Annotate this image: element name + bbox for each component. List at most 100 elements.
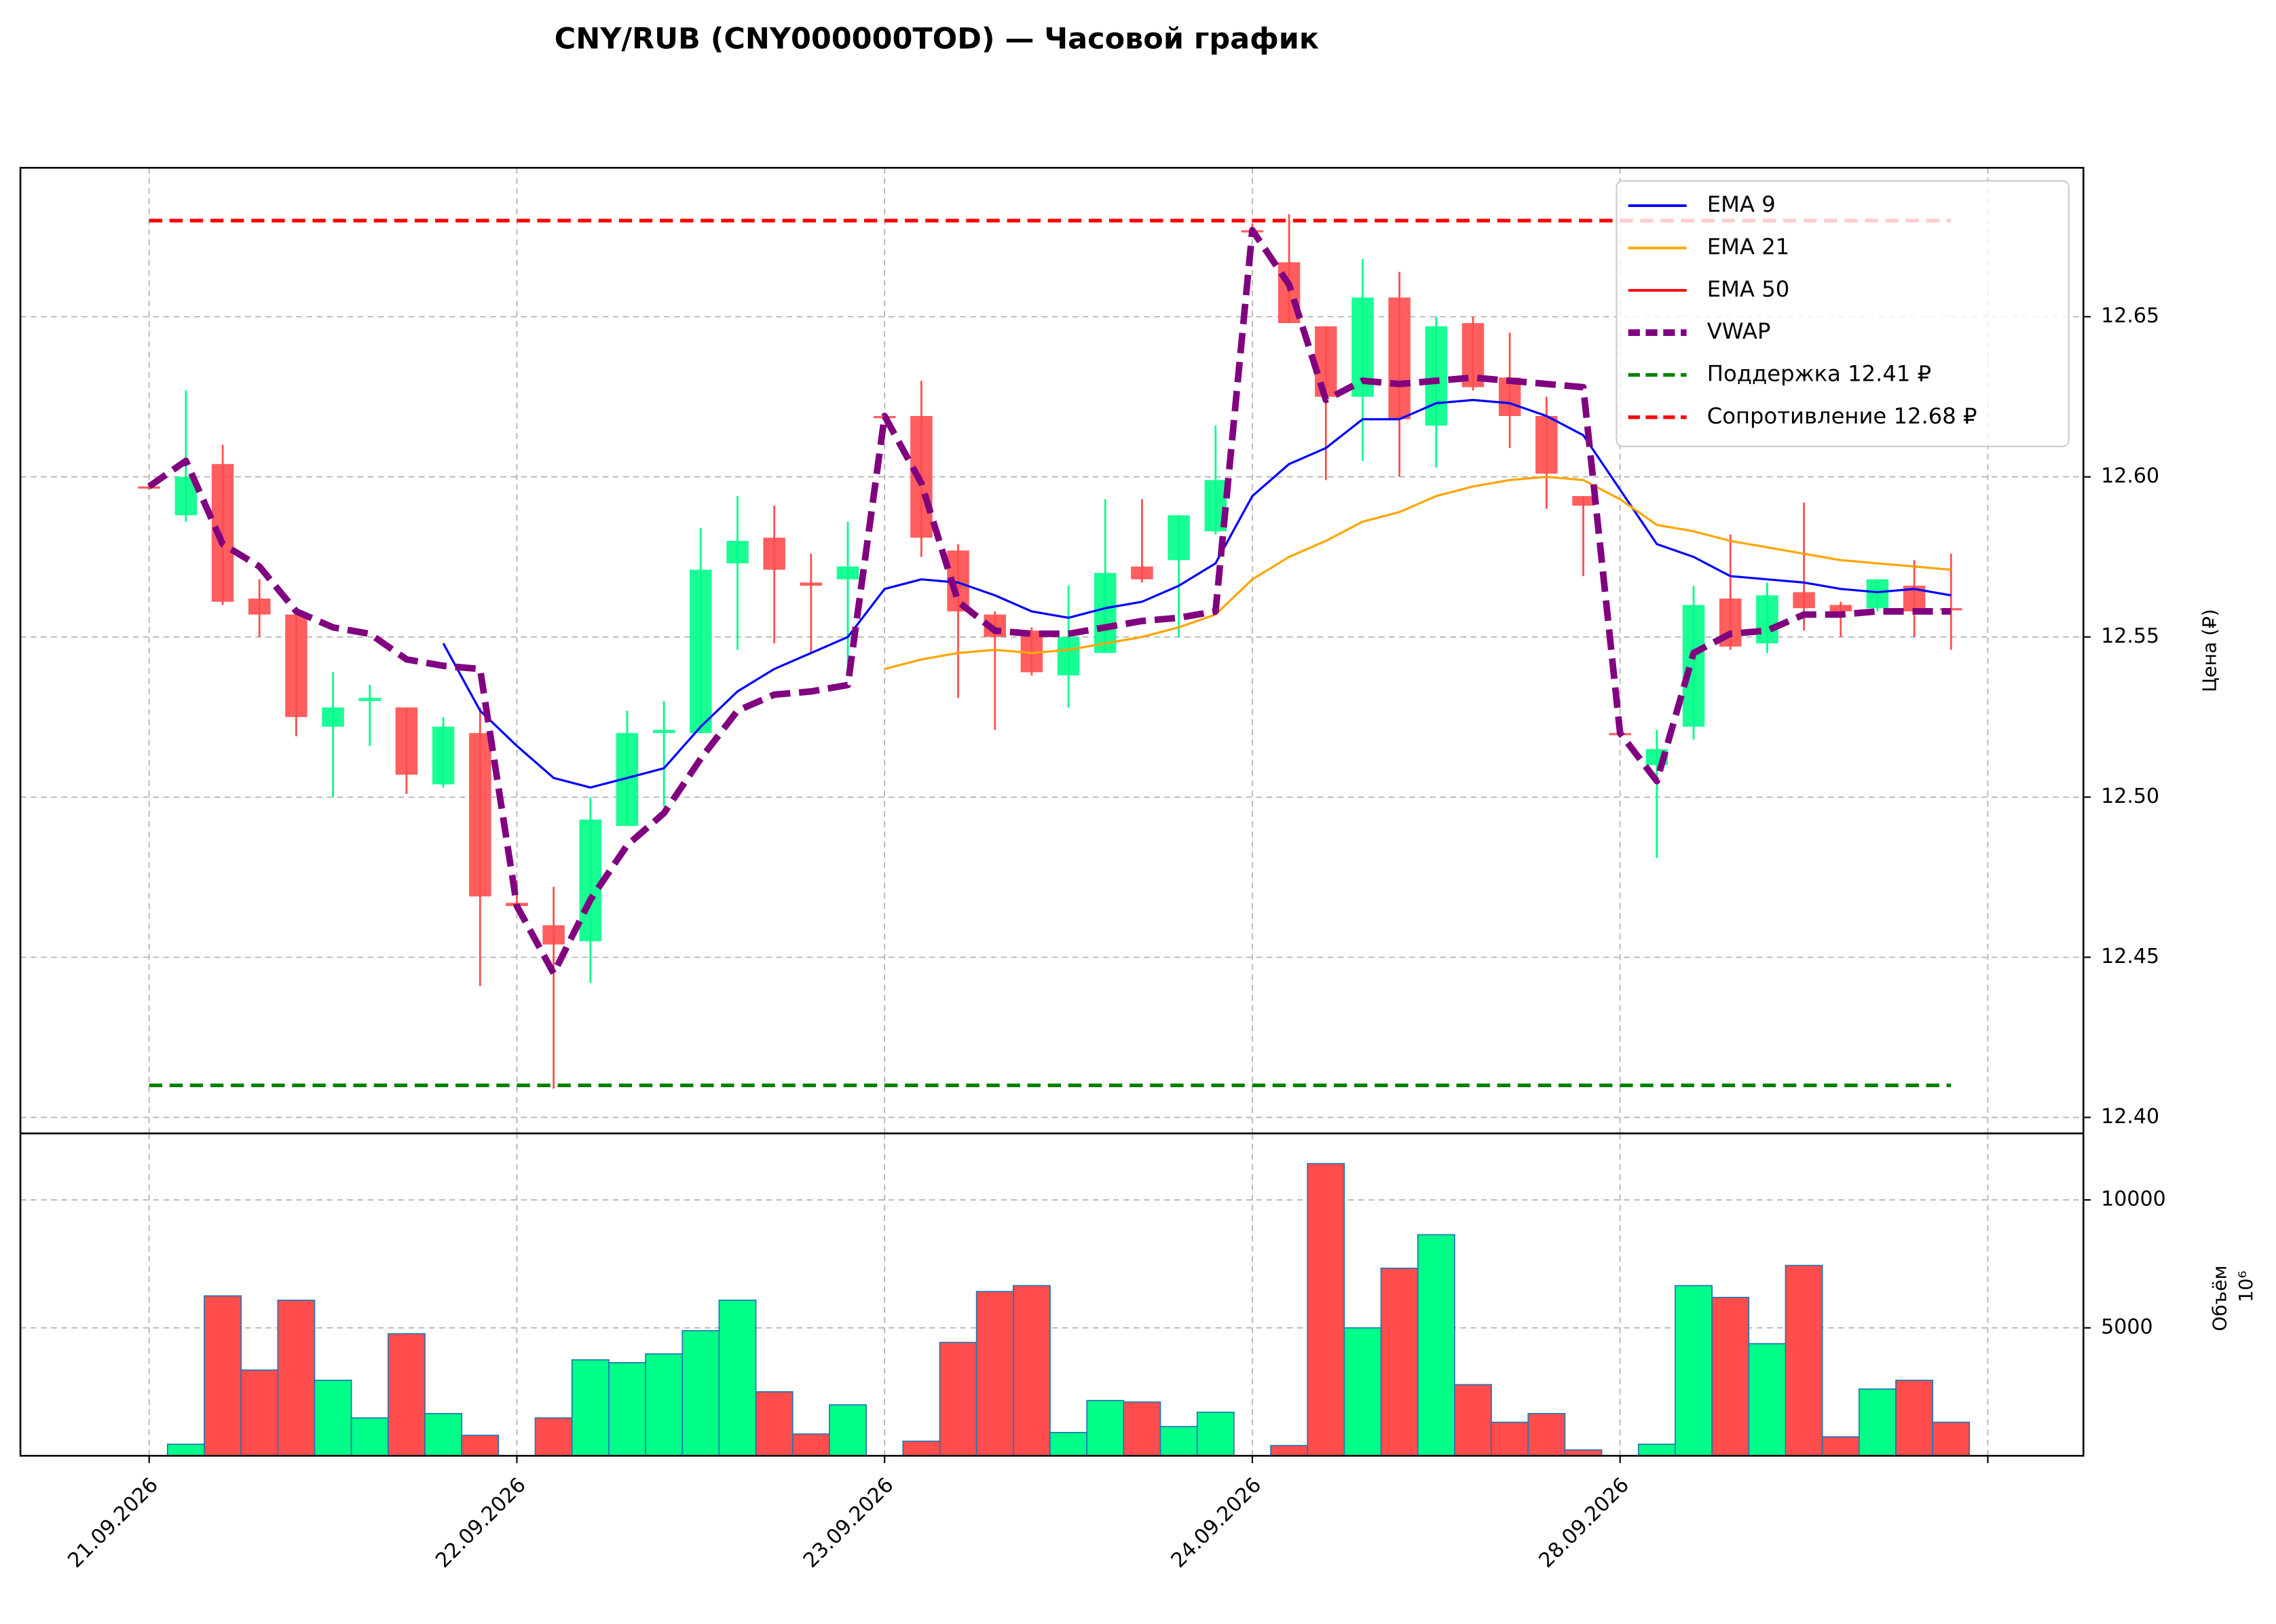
candle-body	[432, 726, 455, 785]
volume-bar	[1821, 1436, 1860, 1456]
legend-label: EMA 9	[1707, 191, 1776, 217]
volume-bar	[350, 1417, 389, 1456]
volume-bar	[1527, 1413, 1566, 1456]
volume-bar	[608, 1362, 646, 1456]
volume-bar	[1380, 1267, 1419, 1456]
volume-bar	[1564, 1449, 1603, 1456]
candle-body	[690, 569, 712, 734]
indicator-line	[147, 227, 1952, 977]
candle-body	[469, 733, 491, 896]
legend-label: Сопротивление 12.68 ₽	[1707, 403, 1977, 429]
y-tick-label: 12.60	[2101, 464, 2159, 488]
y-tick-label: 5000	[2101, 1315, 2153, 1339]
indicator-line	[442, 398, 1952, 789]
candle-body	[763, 537, 785, 570]
volume-bar	[1196, 1412, 1235, 1456]
volume-bar	[902, 1440, 941, 1456]
volume-bar	[939, 1342, 977, 1456]
volume-bar	[718, 1300, 757, 1456]
y-tick-label: 10000	[2101, 1188, 2166, 1211]
volume-bar	[1086, 1399, 1125, 1456]
volume-bar	[1270, 1445, 1309, 1456]
candle-body	[1829, 605, 1852, 611]
volume-bar	[1895, 1380, 1934, 1456]
x-tick-label: 22.09.2026	[431, 1473, 531, 1573]
indicator-line	[884, 476, 1952, 671]
candle-body	[1057, 637, 1080, 676]
volume-bar	[571, 1359, 610, 1456]
candle-body	[248, 598, 271, 615]
volume-bar	[1675, 1285, 1713, 1456]
y-tick-label: 12.55	[2101, 624, 2159, 648]
candle-body	[726, 541, 749, 564]
volume-bar	[277, 1300, 316, 1456]
candle-body	[1793, 592, 1815, 609]
candle-body	[1756, 595, 1778, 644]
volume-bar	[1307, 1163, 1345, 1456]
candle-body	[1094, 573, 1117, 654]
candle-body	[395, 707, 418, 775]
volume-bar	[755, 1391, 794, 1456]
offset-label: 10⁶	[2235, 1270, 2257, 1302]
candle-body	[1535, 415, 1558, 474]
x-tick-label: 23.09.2026	[799, 1473, 899, 1573]
volume-bar	[682, 1329, 720, 1456]
candle-body	[1168, 515, 1190, 561]
candle-body	[285, 614, 307, 717]
y-tick-label: 12.40	[2101, 1105, 2159, 1129]
volume-bar	[534, 1417, 573, 1456]
volume-bar	[975, 1291, 1014, 1456]
candle-body	[579, 819, 602, 941]
volume-bar	[1159, 1426, 1198, 1456]
x-tick-label: 28.09.2026	[1534, 1473, 1634, 1573]
volume-bar	[204, 1295, 242, 1456]
volume-bar	[166, 1443, 205, 1456]
candle-body	[1388, 297, 1411, 419]
legend-label: VWAP	[1707, 318, 1771, 344]
volume-bar	[645, 1353, 684, 1456]
legend-label: Поддержка 12.41 ₽	[1707, 360, 1931, 386]
candle-body	[358, 698, 381, 702]
legend	[1616, 180, 2070, 447]
volume-bar	[240, 1369, 279, 1456]
volume-bar	[1049, 1431, 1088, 1456]
x-tick-label: 24.09.2026	[1167, 1473, 1267, 1573]
volume-bar	[1343, 1327, 1382, 1456]
y-axis-label: Цена (₽)	[2198, 609, 2220, 692]
volume-bar	[1417, 1234, 1455, 1456]
y-tick-label: 12.65	[2101, 304, 2159, 328]
candle-body	[800, 582, 823, 586]
volume-bar	[1012, 1285, 1051, 1456]
candle-body	[1682, 605, 1705, 727]
volume-bar	[1785, 1264, 1823, 1456]
volume-bar	[1932, 1421, 1971, 1456]
candle-body	[322, 707, 344, 727]
candle-body	[836, 566, 859, 580]
candle-body	[652, 730, 675, 734]
volume-bar	[1858, 1388, 1897, 1456]
candle-body	[1866, 579, 1889, 609]
volume-bar	[1748, 1343, 1787, 1456]
frame	[19, 1132, 2085, 1457]
volume-bar	[1637, 1443, 1676, 1456]
legend-label: EMA 21	[1707, 233, 1790, 259]
legend-label: EMA 50	[1707, 276, 1790, 302]
volume-bar	[791, 1433, 830, 1456]
volume-bar	[1711, 1296, 1750, 1456]
candle-body	[1425, 326, 1448, 426]
volume-bar	[461, 1435, 500, 1456]
volume-bar	[829, 1404, 867, 1456]
volume-bar	[1123, 1401, 1161, 1456]
volume-bar	[1491, 1421, 1529, 1456]
candle-body	[1572, 495, 1594, 506]
volume-bar	[1454, 1384, 1492, 1456]
volume-bar	[387, 1333, 426, 1456]
y-axis-label: Объём	[2208, 1265, 2231, 1331]
volume-bar	[424, 1413, 463, 1456]
y-tick-label: 12.45	[2101, 945, 2159, 968]
candle-body	[542, 925, 565, 945]
candle-body	[138, 486, 160, 489]
y-tick-label: 12.50	[2101, 785, 2159, 808]
chart-title: CNY/RUB (CNY000000TOD) — Часовой график	[555, 22, 1319, 56]
